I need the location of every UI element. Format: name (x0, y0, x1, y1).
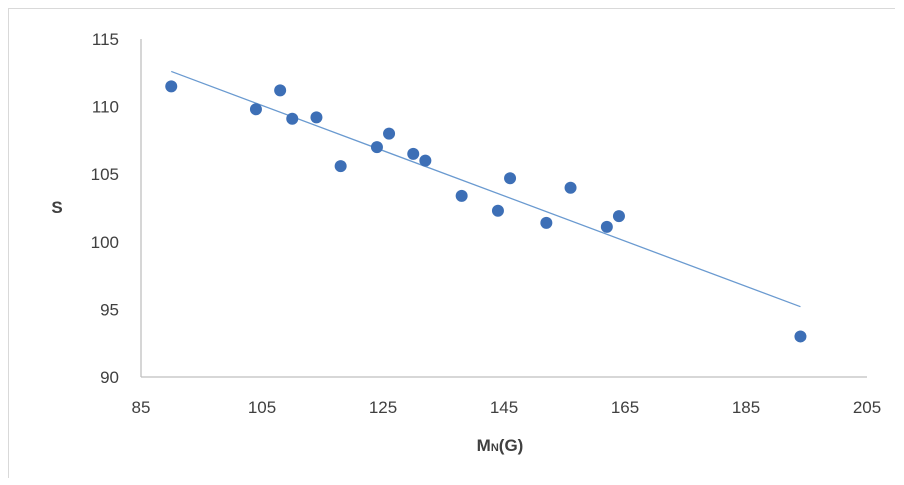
x-tick-label: 85 (132, 398, 151, 417)
data-point (491, 204, 504, 217)
data-point (419, 154, 432, 167)
y-tick-labels: 90 95 100 105 110 115 (91, 30, 119, 387)
x-axis-title: MN(G) (477, 436, 524, 455)
data-point (600, 220, 613, 233)
data-point (540, 216, 553, 229)
data-point (274, 84, 287, 97)
x-tick-labels: 85 105 125 145 165 185 205 (132, 398, 882, 417)
data-point (370, 141, 383, 154)
y-tick-label: 100 (91, 233, 119, 252)
data-point (564, 181, 577, 194)
data-point (455, 189, 468, 202)
y-tick-label: 90 (100, 368, 119, 387)
x-tick-label: 105 (248, 398, 276, 417)
y-tick-label: 105 (91, 165, 119, 184)
data-point (286, 112, 299, 125)
data-point (407, 147, 420, 160)
data-point (612, 210, 625, 223)
x-tick-label: 205 (853, 398, 881, 417)
x-tick-label: 145 (490, 398, 518, 417)
data-points (165, 80, 807, 343)
data-point (249, 103, 262, 116)
x-tick-label: 185 (732, 398, 760, 417)
axes (140, 39, 867, 378)
data-point (165, 80, 178, 93)
trendline (171, 70, 801, 308)
y-tick-label: 95 (100, 300, 119, 319)
x-tick-label: 125 (369, 398, 397, 417)
data-point (794, 330, 807, 343)
chart-frame: 85 105 125 145 165 185 205 90 95 100 105 110 115 S … (8, 8, 895, 478)
y-tick-label: 115 (92, 30, 119, 49)
y-axis-title: S (51, 198, 62, 217)
x-tick-label: 165 (611, 398, 639, 417)
data-point (504, 172, 517, 185)
y-tick-label: 110 (92, 98, 119, 117)
data-point (310, 111, 323, 124)
data-point (334, 160, 347, 173)
data-point (383, 127, 396, 140)
